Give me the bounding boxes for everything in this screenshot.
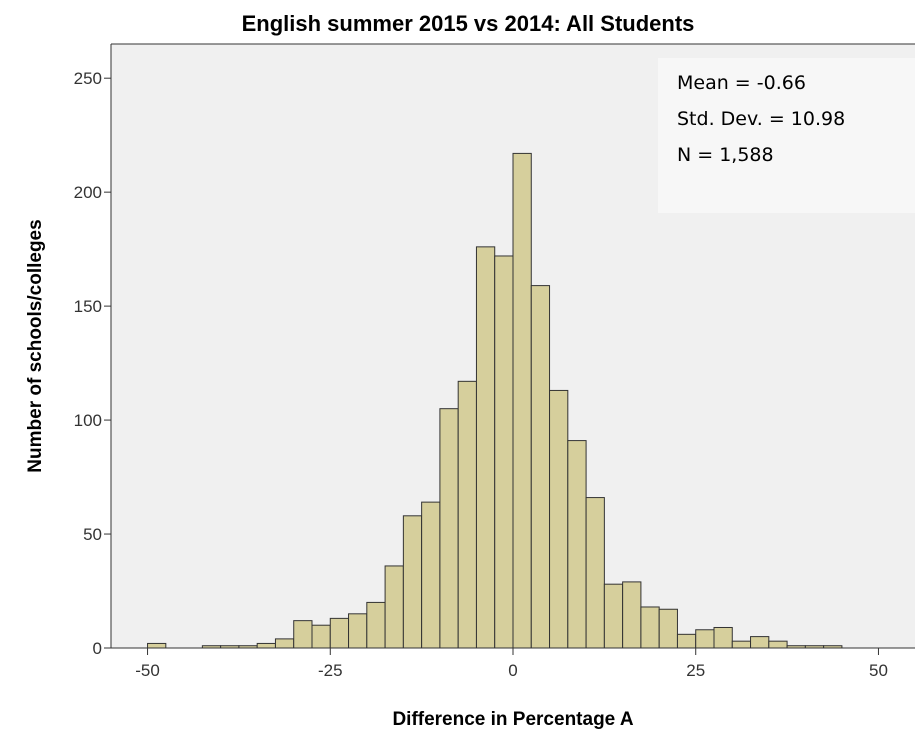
histogram-bar-11 [384,565,404,649]
histogram-bar-8 [329,617,350,649]
y-tick-label-5: 250 [74,69,102,88]
stat-n: N = 1,588 [677,144,774,166]
histogram-bars [147,152,843,649]
y-tick-label-1: 50 [83,525,102,544]
histogram-bar-12 [402,515,423,649]
y-axis-ticks: 0 50 100 150 200 250 [74,69,111,658]
histogram-bar-26 [658,608,678,649]
histogram-bar-13 [421,501,441,649]
histogram-bar-28 [695,629,715,649]
histogram-bar-29 [713,626,733,649]
histogram-bar-22 [585,497,605,649]
histogram-bar-16 [475,246,496,649]
histogram-bar-25 [640,606,660,649]
histogram-bar-9 [348,613,368,649]
y-tick-label-4: 200 [74,183,102,202]
histogram-bar-20 [549,389,569,649]
stat-std-dev: Std. Dev. = 10.98 [677,108,845,130]
histogram-bar-18 [512,152,532,649]
histogram-bar-7 [311,624,331,649]
stat-mean: Mean = -0.66 [677,72,806,94]
histogram-bar-23 [603,583,624,649]
x-tick-label-1: -25 [318,661,343,680]
y-tick-label-3: 150 [74,297,102,316]
x-axis-label: Difference in Percentage A [392,709,633,730]
histogram-bar-10 [366,601,386,649]
histogram-bar-5 [274,638,295,649]
chart-title: English summer 2015 vs 2014: All Student… [242,11,695,36]
histogram-bar-19 [530,285,551,649]
histogram-bar-17 [494,255,514,649]
histogram-bar-32 [768,640,788,649]
x-tick-label-2: 0 [508,661,517,680]
y-tick-label-0: 0 [93,639,102,658]
x-tick-label-0: -50 [135,661,160,680]
histogram-bar-15 [457,380,477,649]
histogram-bar-21 [567,440,587,649]
histogram-bar-31 [750,636,770,649]
x-tick-label-3: 25 [686,661,705,680]
histogram-bar-6 [293,620,313,649]
histogram-bar-27 [676,633,697,649]
histogram-bar-30 [731,640,752,649]
histogram-bar-0 [147,642,167,649]
x-tick-label-4: 50 [869,661,888,680]
histogram-bar-24 [622,581,642,649]
histogram-bar-4 [256,642,276,649]
y-axis-label: Number of schools/colleges [25,219,46,472]
stats-box [658,58,915,213]
y-tick-label-2: 100 [74,411,102,430]
x-axis-ticks: -50 -25 0 25 50 [135,648,888,680]
histogram-bar-14 [439,408,459,649]
